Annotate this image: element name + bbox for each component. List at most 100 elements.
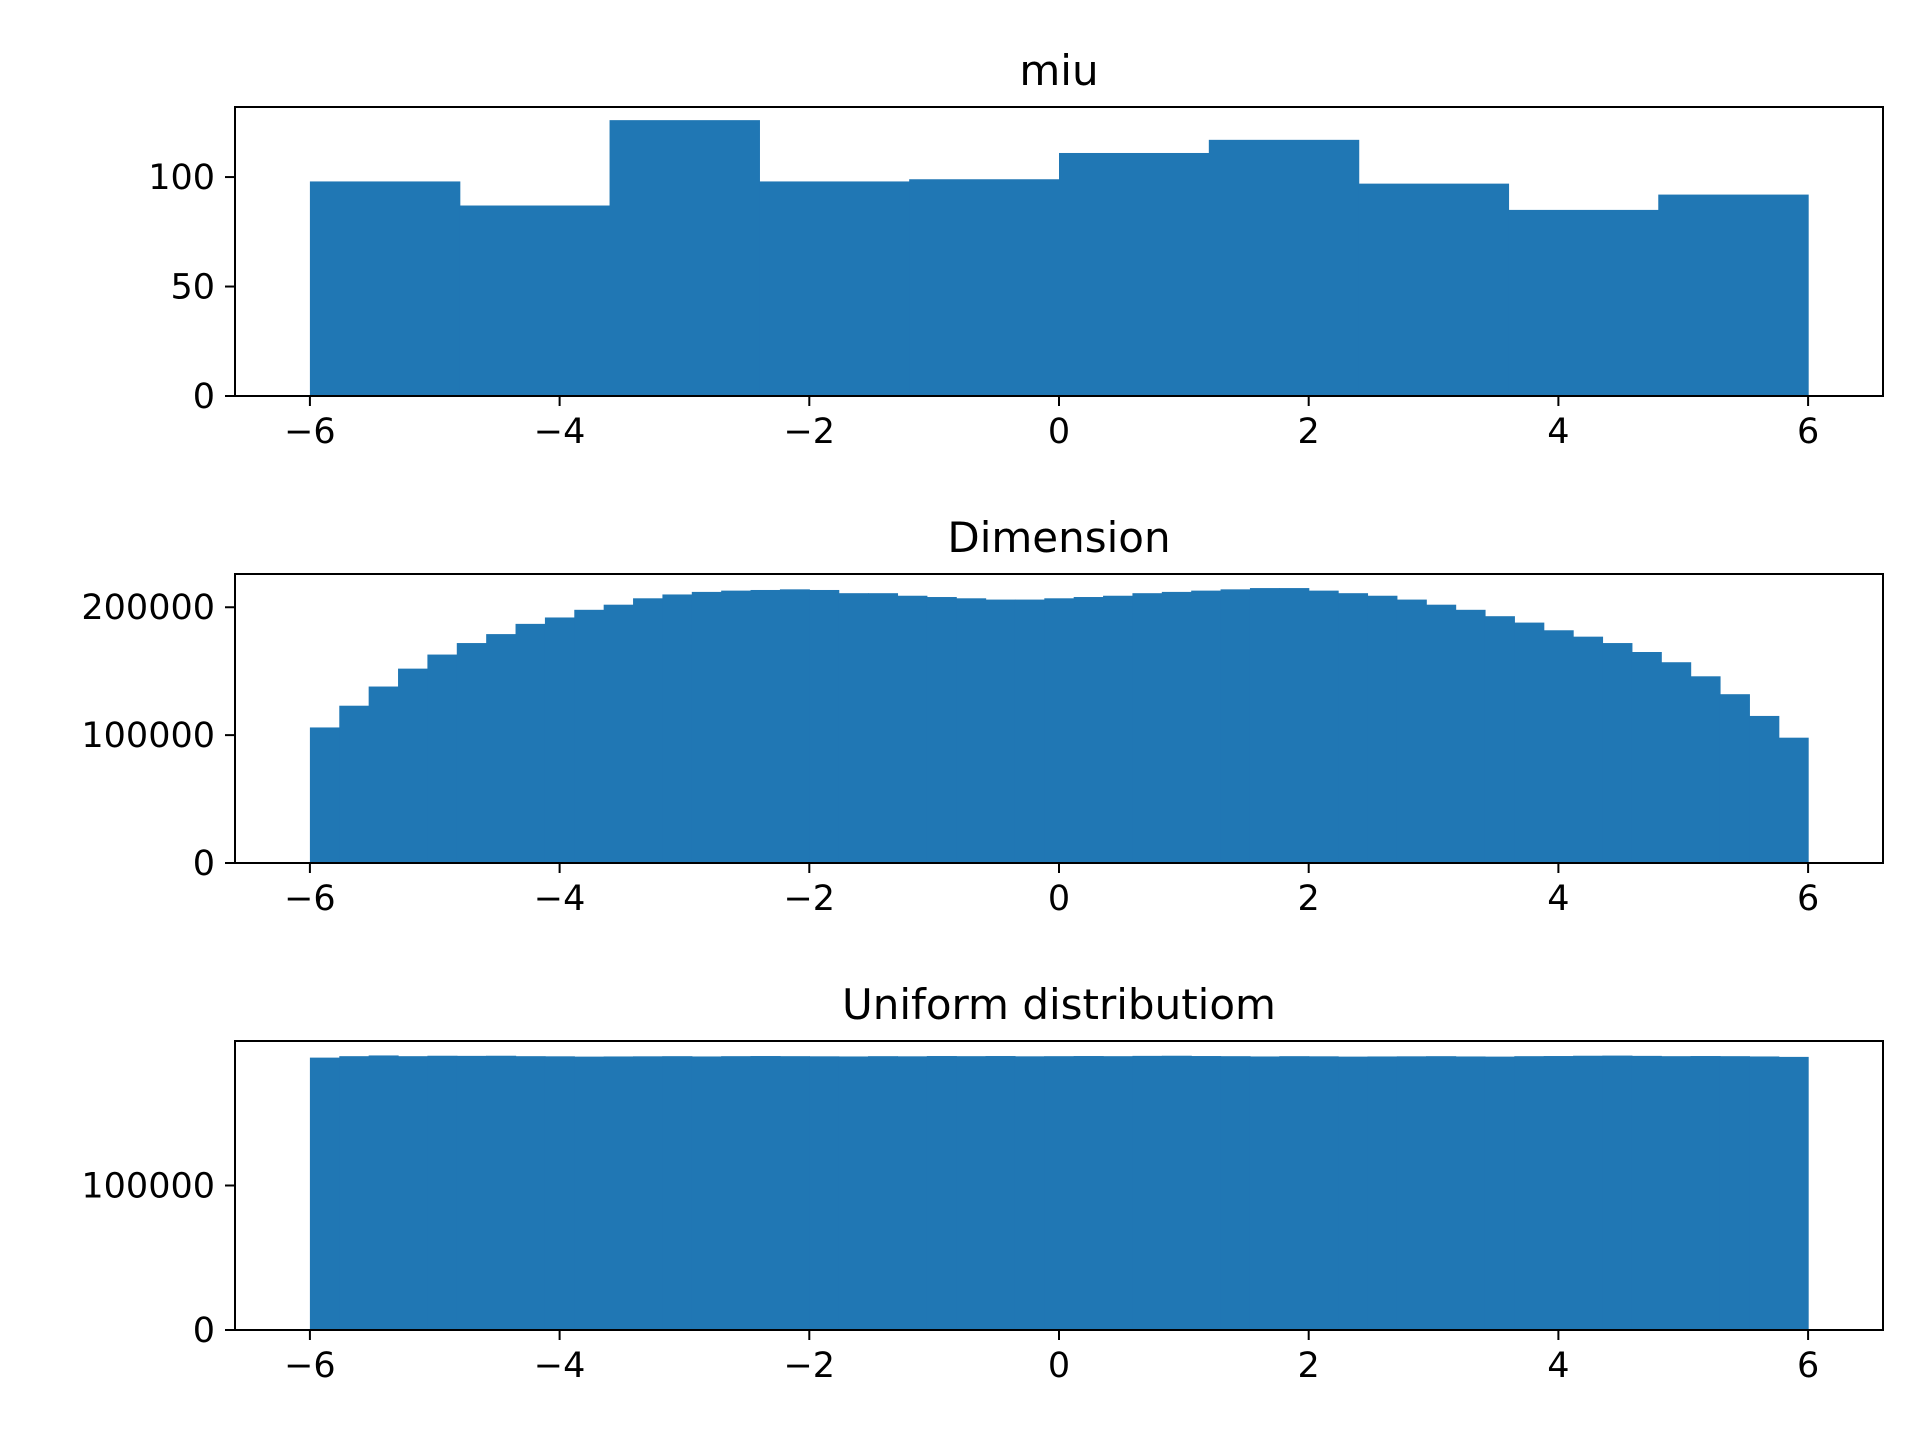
y-tick-label: 0 — [193, 844, 215, 884]
histogram-bar — [897, 1056, 928, 1330]
histogram-bar — [750, 1056, 781, 1330]
histogram-bar — [926, 1056, 957, 1330]
histogram-bar — [1161, 591, 1192, 863]
histogram-bar — [809, 589, 840, 863]
y-tick-label: 100000 — [81, 716, 215, 756]
histogram-bar — [1749, 1056, 1780, 1330]
histogram-bar — [985, 1056, 1016, 1330]
chart-panel-1: −6 −4 −2 0 2 4 6 0 50 100 miu — [148, 46, 1884, 452]
histogram-bar — [1749, 715, 1780, 863]
histogram-bar — [1220, 589, 1251, 863]
histogram-bar — [809, 1056, 840, 1330]
chart-panel-2: −6 −4 −2 0 2 4 6 0 100000 200000 Dimension — [81, 513, 1884, 919]
histogram-bar — [1514, 622, 1545, 863]
histogram-bar — [1543, 1056, 1574, 1330]
histogram-bar — [1602, 1055, 1633, 1330]
histogram-bars — [309, 1055, 1809, 1330]
histogram-bar — [1059, 152, 1210, 396]
histogram-bar — [609, 120, 760, 396]
histogram-bar — [1690, 1056, 1721, 1330]
x-tick-label: 4 — [1547, 879, 1569, 919]
x-tick-label: 2 — [1298, 1346, 1320, 1386]
x-tick-label: 0 — [1048, 1346, 1070, 1386]
histogram-bar — [1396, 1056, 1427, 1330]
y-tick-label: 0 — [193, 377, 215, 417]
x-tick-label: −2 — [783, 1346, 835, 1386]
histogram-bar — [759, 181, 910, 396]
histogram-bar — [515, 1056, 546, 1330]
histogram-bar — [691, 591, 722, 863]
histogram-bar — [1573, 636, 1604, 863]
histogram-bar — [1658, 194, 1809, 396]
histogram-bar — [721, 590, 752, 863]
x-tick-label: 2 — [1298, 879, 1320, 919]
histogram-bar — [1073, 1056, 1104, 1330]
histogram-bar — [662, 594, 693, 863]
histogram-bar — [1367, 595, 1398, 863]
y-tick-label: 100000 — [81, 1167, 215, 1207]
histogram-bar — [1279, 588, 1310, 863]
histogram-bar — [1719, 694, 1750, 863]
histogram-bar — [1132, 1055, 1163, 1330]
histogram-bar — [1279, 1056, 1310, 1330]
x-tick-label: −6 — [284, 1346, 336, 1386]
histogram-bar — [309, 181, 461, 396]
histogram-bar — [868, 1056, 899, 1330]
histogram-bar — [633, 1056, 664, 1330]
histogram-bar — [1308, 590, 1339, 863]
histogram-bar — [1103, 1056, 1134, 1330]
histogram-bar — [1778, 737, 1809, 863]
histogram-bar — [574, 1056, 605, 1330]
histogram-bar — [1514, 1056, 1545, 1330]
histogram-bar — [1426, 604, 1457, 863]
histogram-bar — [1367, 1056, 1398, 1330]
histogram-bar — [1484, 616, 1515, 863]
x-tick-label: 6 — [1797, 412, 1819, 452]
histogram-bar — [574, 609, 605, 863]
x-tick-label: 6 — [1797, 879, 1819, 919]
histogram-bar — [1191, 1056, 1222, 1330]
histogram-bar — [486, 1055, 517, 1330]
histogram-bar — [1508, 209, 1659, 396]
histogram-bar — [1161, 1055, 1192, 1330]
chart-title: Uniform distributiom — [842, 980, 1276, 1029]
histogram-bar — [691, 1056, 722, 1330]
histogram-bar — [1573, 1055, 1604, 1330]
histogram-bar — [603, 1056, 634, 1330]
histogram-bar — [398, 668, 429, 863]
histogram-bar — [1631, 652, 1662, 863]
y-tick-label: 50 — [170, 268, 215, 308]
x-tick-label: −4 — [534, 879, 586, 919]
y-tick-label: 200000 — [81, 588, 215, 628]
histogram-bars — [309, 120, 1809, 396]
histogram-bar — [459, 205, 611, 396]
histogram-bar — [339, 1056, 370, 1330]
histogram-bar — [779, 1056, 810, 1330]
histogram-bar — [544, 1056, 575, 1330]
histogram-bar — [1338, 593, 1369, 863]
histogram-bar — [1073, 597, 1104, 863]
histogram-bar — [427, 654, 458, 863]
histogram-bar — [1455, 1056, 1486, 1330]
histogram-bar — [1396, 599, 1427, 863]
histogram-bar — [1338, 1056, 1369, 1330]
histogram-bar — [486, 634, 517, 863]
y-tick-label: 0 — [193, 1311, 215, 1351]
histogram-bar — [1014, 599, 1045, 863]
histogram-bar — [956, 1056, 987, 1330]
histogram-bar — [309, 727, 340, 863]
x-tick-label: −4 — [534, 412, 586, 452]
histogram-bar — [926, 597, 957, 863]
y-tick-label: 100 — [148, 158, 215, 198]
histogram-bar — [779, 589, 810, 863]
chart-title: Dimension — [947, 513, 1170, 562]
x-tick-label: −2 — [783, 412, 835, 452]
histogram-bar — [838, 593, 869, 863]
histogram-bar — [838, 1056, 869, 1330]
histogram-bar — [985, 599, 1016, 863]
histogram-bar — [1044, 1056, 1075, 1330]
chart-panel-3: −6 −4 −2 0 2 4 6 0 100000 Uniform distributiom — [81, 980, 1884, 1386]
histogram-bars — [309, 588, 1809, 863]
histogram-bar — [339, 705, 370, 863]
